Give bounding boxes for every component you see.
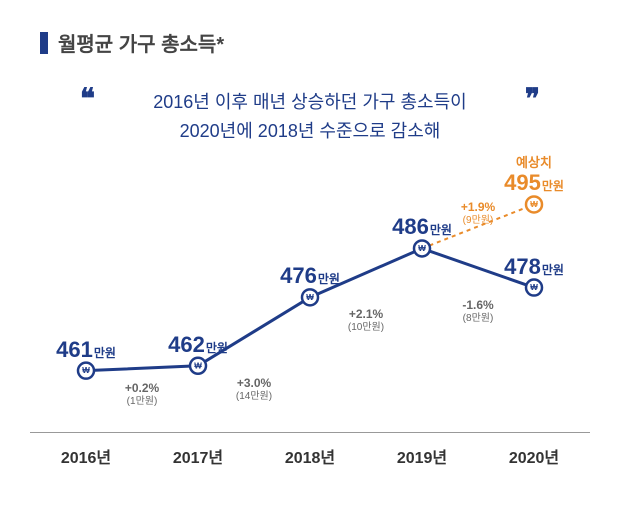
- value-label: 476만원: [280, 263, 340, 289]
- svg-text:₩: ₩: [82, 366, 90, 375]
- forecast-value-label: 495만원: [504, 170, 564, 196]
- value-label: 486만원: [392, 214, 452, 240]
- value-label: 461만원: [56, 337, 116, 363]
- income-line-chart: ₩₩₩₩₩₩ 461만원462만원476만원486만원478만원495만원예상치…: [30, 170, 590, 430]
- svg-text:₩: ₩: [530, 200, 538, 209]
- delta-label: +3.0%(14만원): [236, 376, 272, 404]
- value-label: 478만원: [504, 254, 564, 280]
- section-title: 월평균 가구 총소득*: [40, 28, 224, 57]
- title-accent-bar: [40, 32, 48, 54]
- forecast-title: 예상치: [516, 152, 552, 171]
- delta-label: +0.2%(1만원): [125, 381, 159, 409]
- svg-text:₩: ₩: [530, 283, 538, 292]
- quote-line-2: 2020년에 2018년 수준으로 감소해: [0, 117, 620, 146]
- quote-close-icon: ❞: [525, 82, 540, 115]
- forecast-delta-label: +1.9%(9만원): [461, 200, 495, 228]
- x-axis-label: 2020년: [478, 444, 590, 468]
- title-text: 월평균 가구 총소득*: [58, 28, 224, 57]
- x-axis-labels: 2016년2017년2018년2019년2020년: [30, 444, 590, 468]
- x-axis-label: 2017년: [142, 444, 254, 468]
- quote-open-icon: ❝: [80, 82, 95, 115]
- summary-quote: ❝ ❞ 2016년 이후 매년 상승하던 가구 총소득이 2020년에 2018…: [0, 88, 620, 146]
- x-axis-label: 2018년: [254, 444, 366, 468]
- x-axis: [30, 432, 590, 433]
- svg-text:₩: ₩: [194, 361, 202, 370]
- svg-text:₩: ₩: [418, 244, 426, 253]
- delta-label: +2.1%(10만원): [348, 307, 384, 335]
- x-axis-label: 2019년: [366, 444, 478, 468]
- svg-text:₩: ₩: [306, 293, 314, 302]
- x-axis-label: 2016년: [30, 444, 142, 468]
- delta-label: -1.6%(8만원): [462, 298, 493, 326]
- value-label: 462만원: [168, 332, 228, 358]
